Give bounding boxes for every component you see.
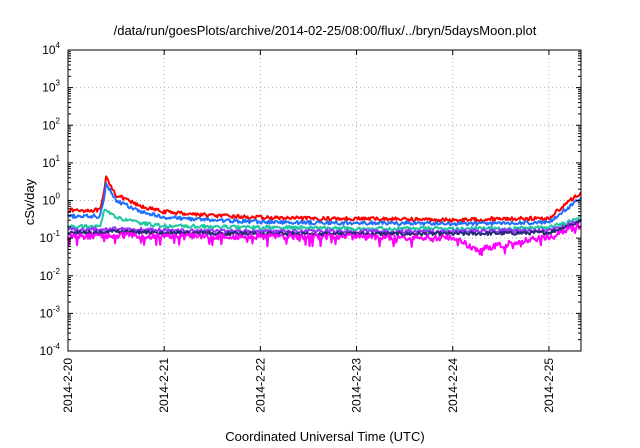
y-tick-label: 10-1 (40, 229, 61, 245)
x-tick-label: 2014-2-24 (446, 358, 460, 413)
y-tick-label: 102 (42, 116, 60, 132)
y-axis-title: cSv/day (22, 178, 37, 225)
y-tick-label: 104 (42, 41, 60, 57)
y-tick-label: 100 (42, 192, 60, 208)
y-tick-labels: 10-4 10-3 10-2 10-1 100 101 102 103 104 (40, 41, 61, 358)
grid (68, 50, 581, 351)
y-tick-label: 10-3 (40, 304, 61, 320)
x-axis-title: Coordinated Universal Time (UTC) (225, 429, 424, 444)
series-line (67, 222, 582, 257)
x-tick-label: 2014-2-21 (157, 358, 171, 413)
series-group (67, 175, 582, 257)
series-line (67, 175, 582, 223)
series-line (67, 219, 582, 237)
x-tick-labels: 2014-2-20 2014-2-21 2014-2-22 2014-2-23 2014… (61, 358, 556, 413)
x-tick-label: 2014-2-22 (253, 358, 267, 413)
x-tick-label: 2014-2-20 (61, 358, 75, 413)
x-tick-label: 2014-2-25 (542, 358, 556, 413)
ticks (67, 49, 581, 352)
series-line (67, 182, 582, 227)
y-tick-label: 101 (42, 154, 60, 170)
y-tick-label: 10-4 (40, 342, 61, 358)
y-tick-label: 10-2 (40, 267, 61, 283)
series-line (67, 208, 582, 232)
chart-title: /data/run/goesPlots/archive/2014-02-25/0… (114, 23, 537, 38)
x-tick-label: 2014-2-23 (350, 358, 364, 413)
y-tick-label: 103 (42, 79, 60, 95)
